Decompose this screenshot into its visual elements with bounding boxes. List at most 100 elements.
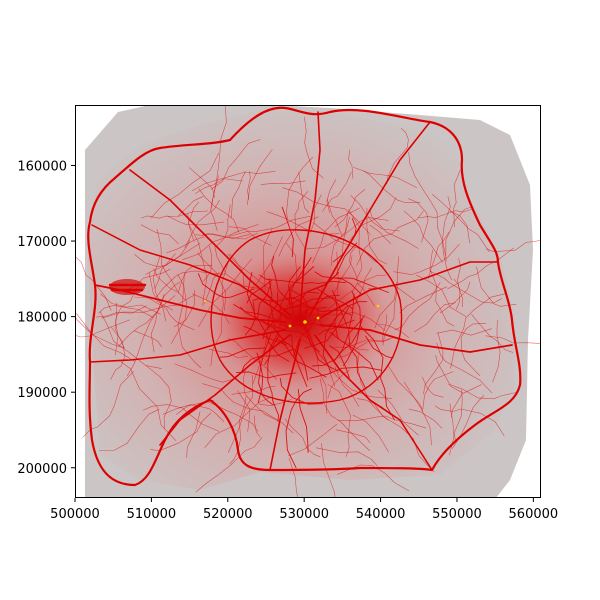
minor-road (192, 293, 230, 324)
minor-road (184, 199, 220, 249)
x-axis: 500000 510000 520000 530000 540000 550000 5600… (50, 498, 558, 522)
radial-road-wnw (91, 224, 289, 319)
minor-road (197, 273, 255, 299)
minor-road (414, 302, 456, 332)
minor-road (322, 171, 352, 212)
minor-road (100, 293, 161, 315)
minor-road (442, 196, 451, 262)
minor-road (276, 337, 327, 378)
minor-road (101, 294, 195, 319)
minor-road (260, 180, 306, 185)
minor-road (288, 457, 299, 498)
minor-road (284, 418, 321, 458)
minor-road (404, 382, 432, 446)
minor-road (408, 408, 443, 429)
minor-road (252, 301, 290, 362)
minor-road (422, 371, 454, 412)
minor-road (319, 378, 370, 451)
central-hotspot (288, 324, 292, 328)
minor-road (154, 253, 176, 290)
x-tick-label: 560000 (509, 507, 559, 522)
minor-road (334, 339, 390, 359)
minor-road (156, 228, 186, 300)
minor-road (342, 291, 361, 367)
road-mesh (75, 105, 541, 498)
minor-road (445, 206, 472, 256)
minor-road (271, 255, 294, 306)
radial-road-nne (309, 121, 431, 316)
minor-road (203, 245, 213, 282)
minor-road (189, 167, 215, 198)
minor-road (182, 224, 259, 261)
minor-road (177, 272, 202, 369)
minor-road (485, 335, 541, 344)
x-tick-label: 500000 (50, 507, 100, 522)
minor-road (177, 265, 213, 294)
minor-road (331, 277, 389, 293)
minor-road (369, 224, 392, 244)
central-hotspot (203, 299, 207, 303)
minor-road (334, 189, 366, 228)
y-tick-label: 170000 (17, 235, 67, 250)
minor-road (437, 227, 452, 281)
minor-road (162, 404, 225, 422)
minor-road (75, 319, 130, 338)
minor-road (348, 149, 354, 179)
minor-road (145, 365, 172, 429)
minor-road (460, 323, 486, 376)
minor-road (451, 384, 482, 418)
minor-road (338, 415, 427, 429)
minor-road (377, 389, 419, 436)
minor-road (318, 319, 355, 335)
minor-road (267, 291, 279, 330)
central-hotspot (303, 320, 307, 324)
minor-road (327, 199, 343, 236)
minor-road (167, 215, 225, 226)
axes-frame (75, 105, 541, 498)
minor-road (374, 281, 398, 329)
minor-road (285, 388, 312, 469)
minor-road (171, 274, 187, 344)
minor-road (304, 280, 347, 284)
minor-road (281, 206, 294, 258)
minor-road (264, 334, 281, 365)
minor-road (337, 464, 410, 491)
minor-road (314, 271, 362, 295)
y-tick-label: 180000 (17, 311, 67, 326)
minor-road (333, 315, 365, 362)
minor-road (242, 370, 294, 434)
x-tick-label: 550000 (432, 507, 482, 522)
minor-road (247, 171, 251, 200)
minor-road (357, 351, 389, 421)
minor-road (166, 236, 205, 254)
minor-road (326, 179, 336, 214)
minor-road (393, 243, 460, 275)
minor-road (228, 215, 311, 237)
minor-road (386, 128, 409, 185)
radial-road-n (299, 111, 321, 316)
minor-road (359, 325, 395, 421)
minor-road (210, 139, 261, 190)
minor-road (418, 208, 473, 219)
minor-road (229, 396, 247, 465)
minor-road (145, 243, 201, 275)
minor-road (140, 224, 179, 244)
minor-road (369, 209, 419, 249)
minor-road (243, 325, 287, 346)
minor-road (315, 287, 348, 327)
minor-road (304, 309, 339, 372)
radial-road-s (269, 339, 301, 471)
minor-road (247, 149, 273, 205)
minor-road (285, 242, 297, 325)
minor-road (195, 233, 258, 240)
minor-road (306, 274, 387, 324)
minor-road (317, 317, 369, 351)
minor-road (148, 272, 173, 311)
radial-road-sw (159, 334, 291, 446)
minor-road (263, 228, 273, 296)
radial-road-wsw (89, 329, 286, 363)
minor-road (174, 363, 237, 383)
minor-road (114, 284, 139, 349)
minor-road (237, 390, 250, 432)
